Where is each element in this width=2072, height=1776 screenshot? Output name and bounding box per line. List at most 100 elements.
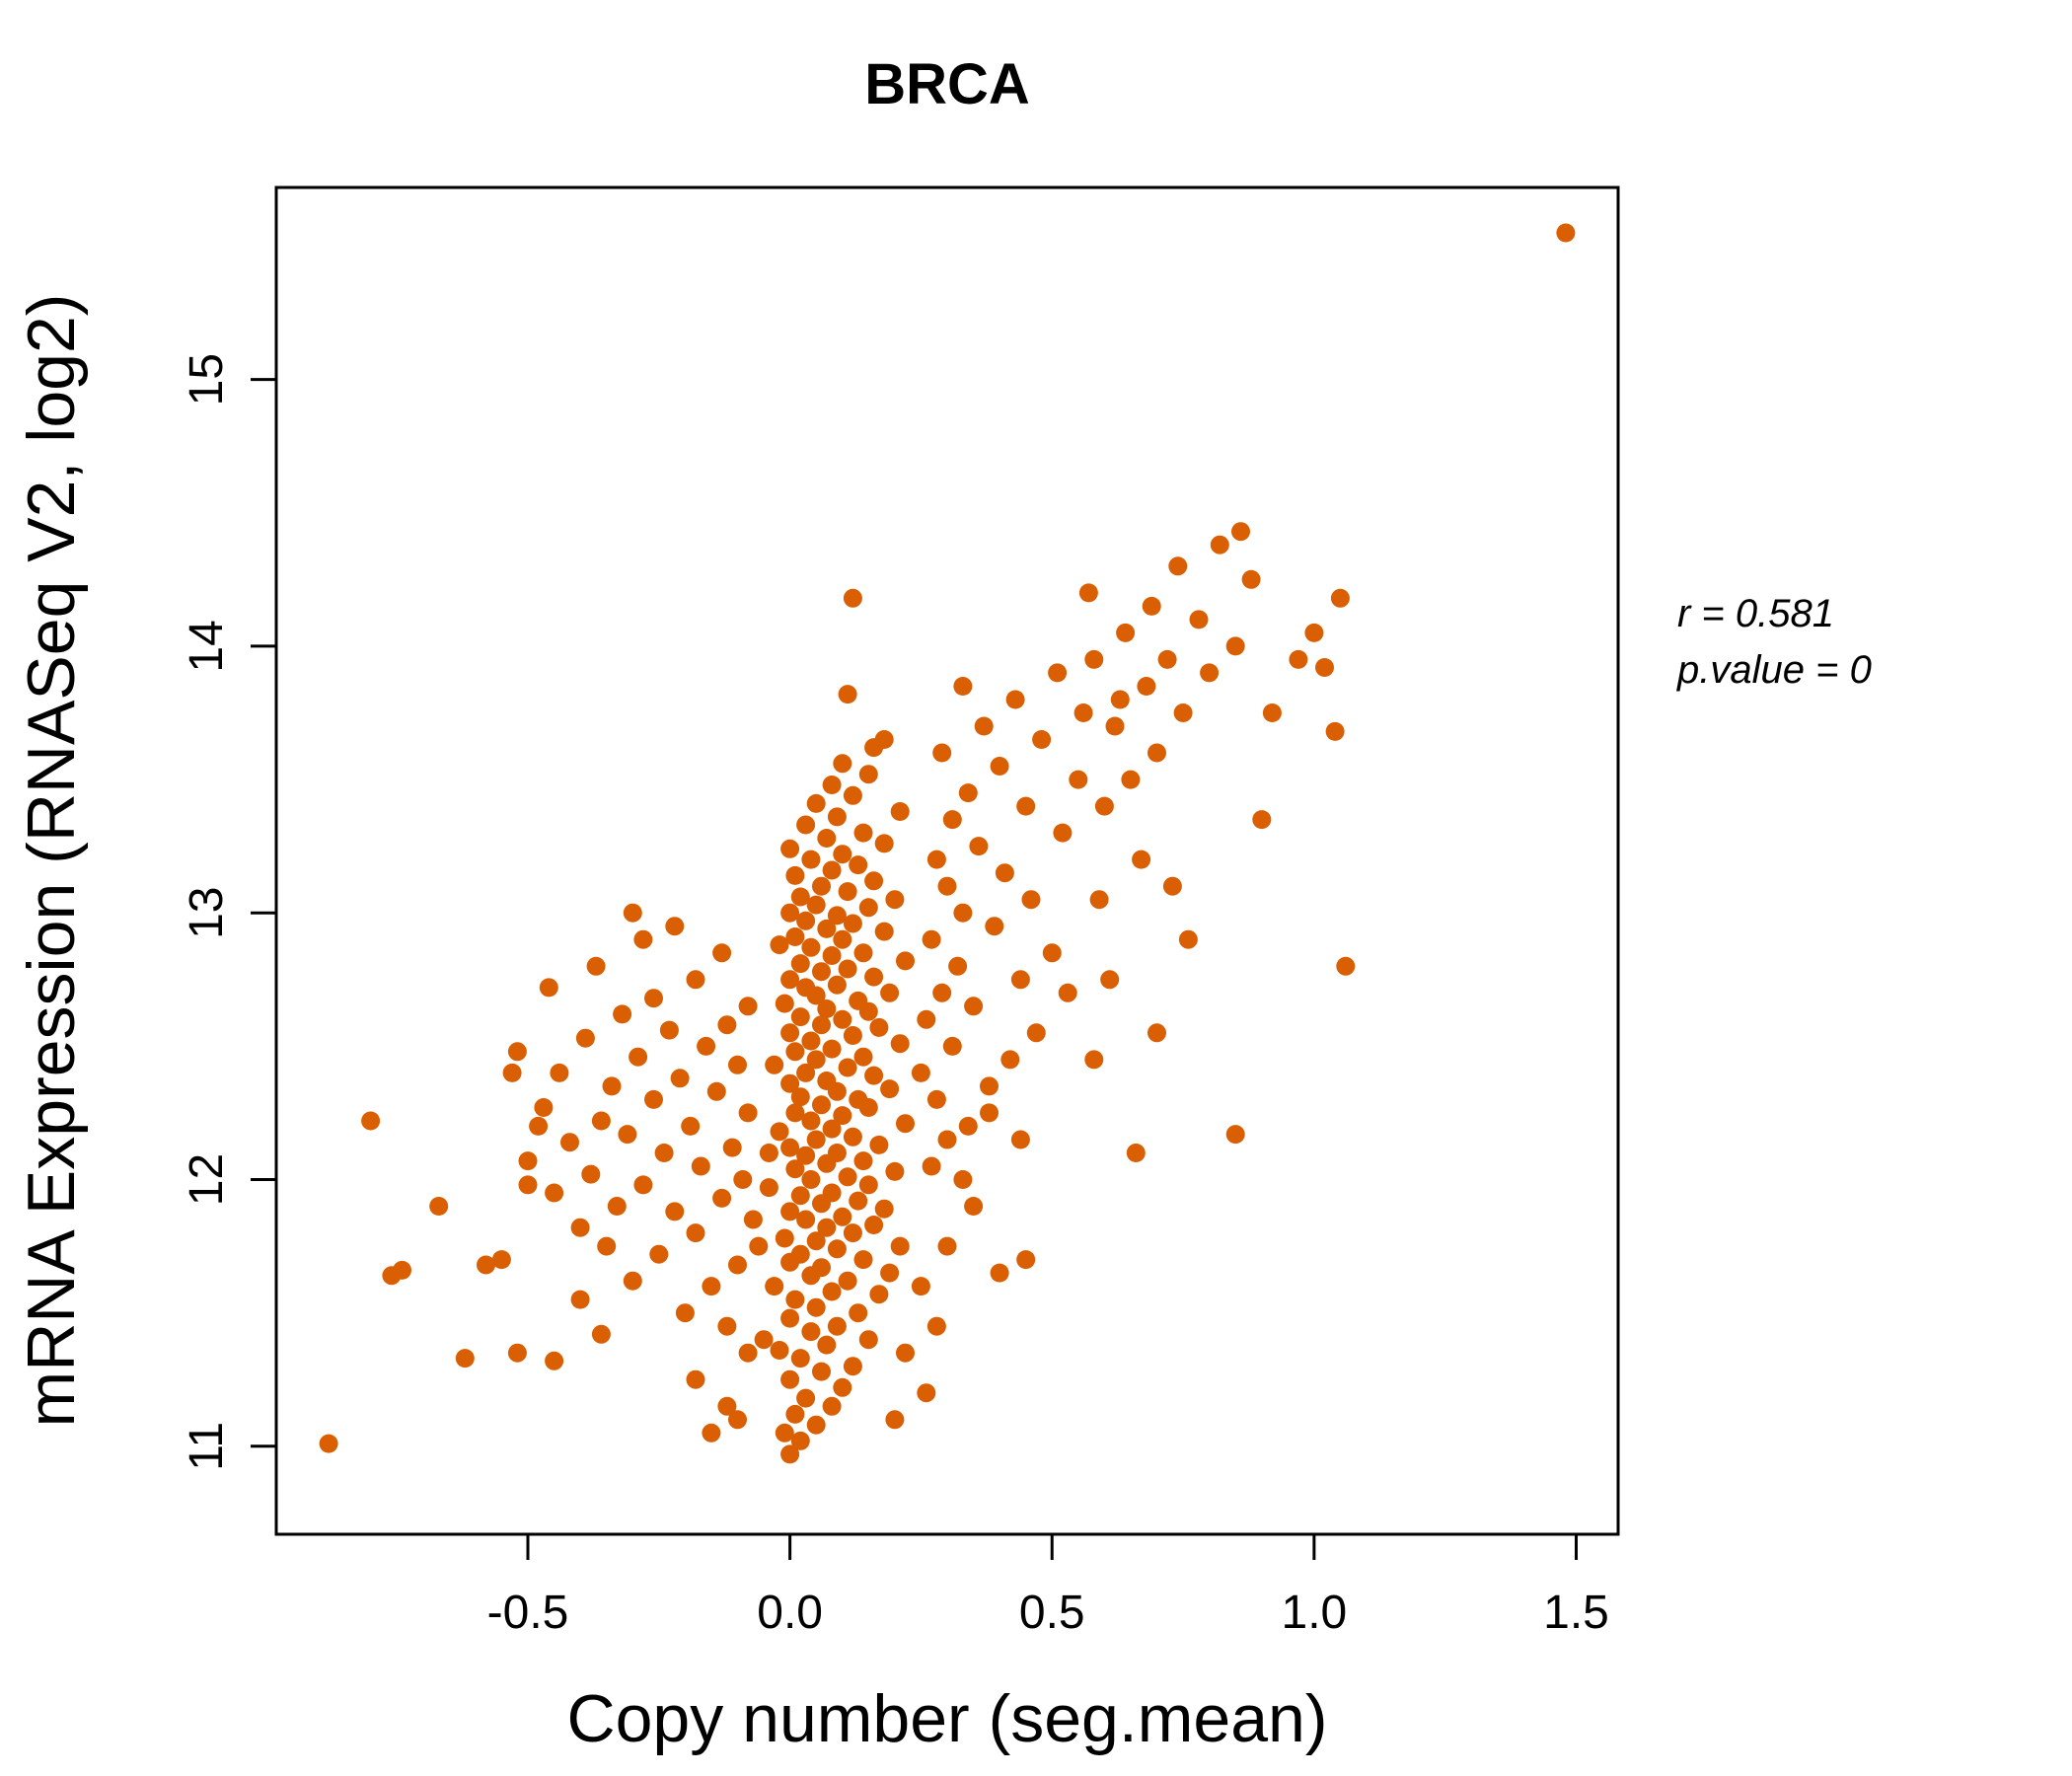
- data-point: [1168, 556, 1188, 576]
- data-point: [1100, 970, 1120, 990]
- data-point: [869, 1135, 889, 1154]
- data-point: [722, 1138, 742, 1157]
- data-point: [853, 943, 873, 963]
- data-point: [990, 1263, 1009, 1283]
- data-point: [586, 956, 606, 976]
- data-point: [738, 1343, 758, 1363]
- data-point: [1162, 876, 1182, 896]
- data-point: [1094, 796, 1114, 816]
- data-point: [785, 865, 805, 885]
- data-point: [1289, 649, 1308, 669]
- data-point: [518, 1175, 538, 1195]
- data-point: [964, 997, 984, 1016]
- data-point: [833, 1207, 852, 1226]
- data-point: [995, 863, 1014, 883]
- data-point: [790, 1244, 810, 1264]
- data-point: [649, 1244, 669, 1264]
- data-point: [822, 776, 842, 794]
- data-point: [932, 983, 952, 1002]
- data-point: [1016, 1250, 1036, 1270]
- data-point: [806, 895, 826, 915]
- x-tick-label: 1.5: [1543, 1587, 1609, 1639]
- data-point: [1147, 1023, 1166, 1043]
- data-point: [1053, 823, 1073, 843]
- data-point: [980, 1076, 999, 1096]
- data-point: [675, 1303, 695, 1323]
- data-point: [507, 1343, 527, 1363]
- data-point: [817, 999, 837, 1018]
- data-point: [885, 890, 905, 910]
- data-point: [770, 935, 789, 955]
- data-point: [822, 946, 842, 965]
- data-point: [911, 1063, 930, 1082]
- x-tick-label: 0.5: [1019, 1587, 1085, 1639]
- data-point: [1210, 535, 1229, 555]
- data-point: [717, 1396, 737, 1416]
- data-point: [1126, 1144, 1146, 1162]
- data-point: [790, 1007, 810, 1027]
- data-point: [1042, 943, 1062, 963]
- data-point: [890, 1236, 910, 1256]
- data-point: [896, 951, 915, 971]
- data-point: [361, 1111, 381, 1131]
- x-axis-label: Copy number (seg.mean): [566, 1681, 1327, 1756]
- data-point: [801, 937, 821, 957]
- data-point: [869, 1285, 889, 1304]
- data-point: [953, 1170, 973, 1189]
- data-point: [1325, 721, 1345, 741]
- data-point: [843, 785, 862, 805]
- data-point: [801, 850, 821, 869]
- data-point: [785, 1103, 805, 1123]
- data-point: [1005, 690, 1025, 709]
- data-point: [775, 1228, 794, 1248]
- data-point: [796, 1063, 816, 1082]
- data-point: [686, 1369, 705, 1389]
- data-point: [1147, 743, 1166, 763]
- data-point: [942, 810, 962, 830]
- data-point: [833, 1106, 852, 1126]
- data-point: [697, 1036, 716, 1056]
- x-tick-label: -0.5: [487, 1587, 569, 1639]
- data-point: [581, 1164, 601, 1184]
- data-point: [833, 1377, 852, 1397]
- data-point: [738, 1103, 758, 1123]
- data-point: [885, 1410, 905, 1430]
- annotation-p-value: p.value = 0: [1676, 648, 1872, 692]
- data-point: [1010, 1130, 1030, 1149]
- data-point: [827, 1239, 847, 1259]
- data-point: [833, 754, 852, 774]
- data-point: [858, 1330, 878, 1350]
- data-point: [796, 815, 816, 835]
- data-point: [1225, 1125, 1245, 1145]
- data-point: [827, 1144, 847, 1162]
- data-point: [1137, 677, 1156, 696]
- data-point: [874, 1199, 894, 1219]
- data-point: [706, 1081, 726, 1101]
- data-point: [790, 1087, 810, 1107]
- data-point: [858, 898, 878, 918]
- data-point: [1330, 588, 1350, 608]
- data-point: [801, 1322, 821, 1342]
- data-point: [754, 1330, 774, 1350]
- data-point: [838, 1271, 857, 1291]
- data-point: [780, 1369, 800, 1389]
- data-point: [1262, 703, 1282, 722]
- data-point: [932, 743, 952, 763]
- data-point: [827, 807, 847, 827]
- data-point: [833, 845, 852, 864]
- data-point: [455, 1349, 475, 1369]
- data-point: [880, 1079, 900, 1099]
- data-point: [1084, 649, 1104, 669]
- data-point: [477, 1255, 495, 1275]
- x-tick-label: 1.0: [1282, 1587, 1348, 1639]
- data-point: [550, 1063, 569, 1082]
- data-point: [833, 1009, 852, 1029]
- data-point: [1116, 623, 1136, 642]
- data-point: [728, 1055, 747, 1074]
- data-point: [958, 1116, 978, 1136]
- data-point: [591, 1111, 611, 1131]
- data-point: [953, 903, 973, 923]
- data-point: [502, 1063, 522, 1082]
- data-point: [858, 1175, 878, 1195]
